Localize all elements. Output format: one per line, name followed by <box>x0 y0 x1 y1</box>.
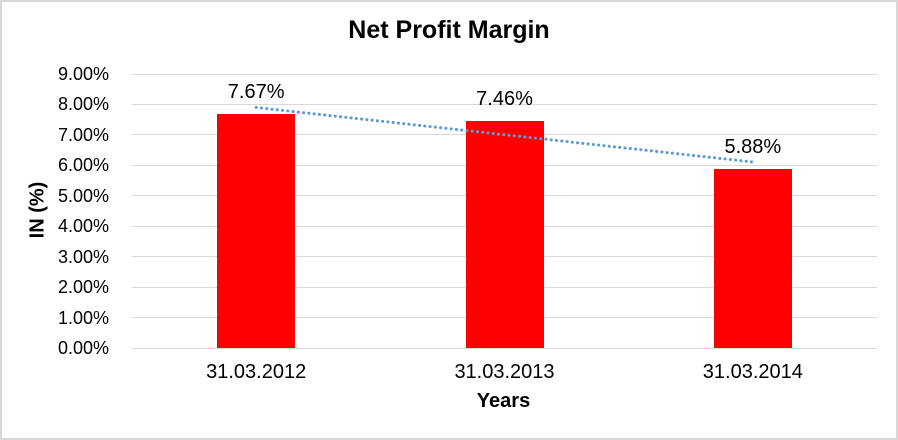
bar-31.03.2012 <box>217 114 296 348</box>
y-tick-label: 2.00% <box>57 277 109 298</box>
bar-31.03.2014 <box>713 168 792 348</box>
y-tick-label: 4.00% <box>57 216 109 237</box>
x-tick-label: 31.03.2013 <box>454 361 555 383</box>
y-tick-label: 3.00% <box>57 246 109 267</box>
gridline <box>132 347 877 349</box>
gridline <box>132 73 877 75</box>
x-tick-label: 31.03.2014 <box>702 361 803 383</box>
bar-value-label: 7.46% <box>476 87 533 110</box>
y-tick-label: 0.00% <box>57 338 109 358</box>
y-tick-label: 5.00% <box>57 185 109 206</box>
bar-value-label: 5.88% <box>724 135 782 158</box>
bar-31.03.2013 <box>465 120 544 348</box>
y-tick-label: 9.00% <box>57 64 109 84</box>
x-axis-title: Years <box>476 390 531 412</box>
y-tick-label: 7.00% <box>57 124 109 145</box>
bar-value-label: 7.67% <box>227 81 285 104</box>
chart-title: Net Profit Margin <box>348 16 550 44</box>
y-tick-label: 8.00% <box>57 94 109 115</box>
y-tick-label: 1.00% <box>57 307 109 328</box>
x-tick-label: 31.03.2012 <box>206 361 307 383</box>
y-tick-label: 6.00% <box>57 155 109 176</box>
gridline <box>132 103 877 105</box>
